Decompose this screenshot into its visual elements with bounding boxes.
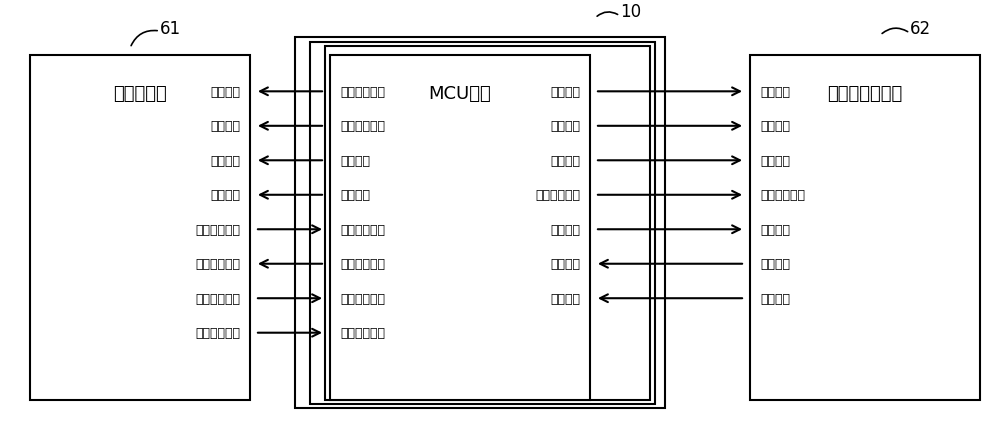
- Text: 时钟信号: 时钟信号: [760, 85, 790, 99]
- Text: 片选信号: 片选信号: [550, 258, 580, 271]
- Text: 外部应答信号: 外部应答信号: [195, 223, 240, 236]
- Text: 61: 61: [160, 20, 181, 38]
- Text: 使能信号: 使能信号: [210, 189, 240, 202]
- Text: 数据信号: 数据信号: [550, 223, 580, 236]
- Text: 预备输出信号: 预备输出信号: [340, 326, 385, 339]
- Text: 地址信号: 地址信号: [760, 155, 790, 168]
- Text: 使能信号: 使能信号: [340, 189, 370, 202]
- Text: 读写使能信号: 读写使能信号: [535, 189, 580, 202]
- Text: 时钟信号: 时钟信号: [550, 85, 580, 99]
- FancyBboxPatch shape: [30, 56, 250, 400]
- FancyBboxPatch shape: [330, 56, 590, 400]
- Text: 随机存取存储器: 随机存取存储器: [827, 85, 903, 103]
- Text: 系统时钟信号: 系统时钟信号: [340, 85, 385, 99]
- FancyBboxPatch shape: [325, 47, 650, 400]
- Text: 时钟信号: 时钟信号: [210, 85, 240, 99]
- Text: 读写使能信号: 读写使能信号: [760, 189, 805, 202]
- Text: 10: 10: [620, 3, 641, 21]
- FancyBboxPatch shape: [750, 56, 980, 400]
- Text: 复位信号: 复位信号: [550, 120, 580, 133]
- Text: 输出数据: 输出数据: [760, 292, 790, 305]
- Text: 复位信号: 复位信号: [210, 120, 240, 133]
- Text: 只读存储器: 只读存储器: [113, 85, 167, 103]
- Text: 片选信号: 片选信号: [760, 258, 790, 271]
- FancyBboxPatch shape: [310, 43, 655, 404]
- Text: 复位信号: 复位信号: [760, 120, 790, 133]
- Text: 系统复位信号: 系统复位信号: [340, 120, 385, 133]
- Text: 外部应答信号: 外部应答信号: [340, 223, 385, 236]
- Text: 地址信号: 地址信号: [210, 155, 240, 168]
- Text: 预备输出信号: 预备输出信号: [195, 326, 240, 339]
- Text: MCU模块: MCU模块: [429, 85, 491, 103]
- Text: 总线应答信号: 总线应答信号: [195, 292, 240, 305]
- FancyBboxPatch shape: [295, 38, 665, 408]
- Text: 数据信号: 数据信号: [760, 223, 790, 236]
- Text: 总线应答信号: 总线应答信号: [340, 292, 385, 305]
- Text: 地址信号: 地址信号: [340, 155, 370, 168]
- Text: 用户选择信号: 用户选择信号: [340, 258, 385, 271]
- Text: 用户选择信号: 用户选择信号: [195, 258, 240, 271]
- Text: 地址信号: 地址信号: [550, 155, 580, 168]
- Text: 62: 62: [910, 20, 931, 38]
- Text: 输出数据: 输出数据: [550, 292, 580, 305]
